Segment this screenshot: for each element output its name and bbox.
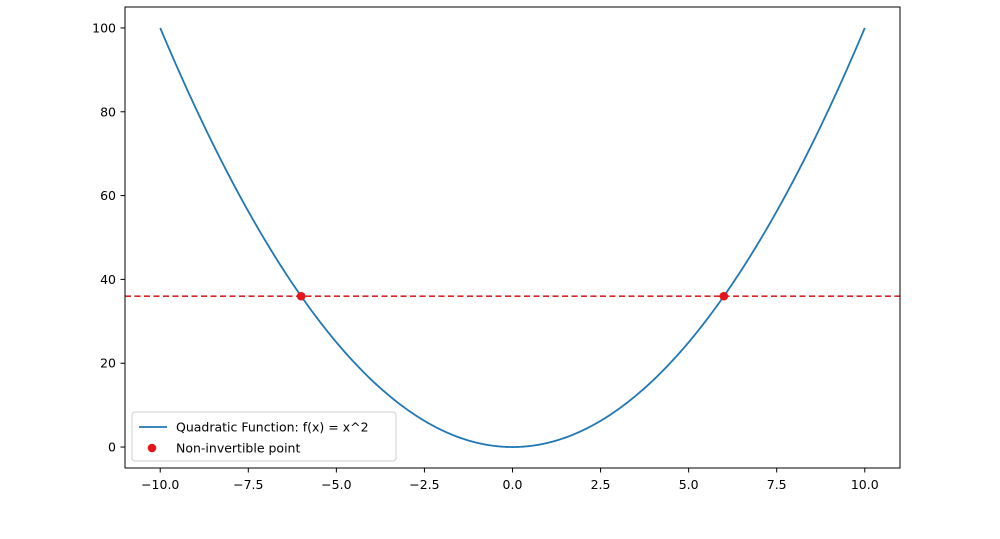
x-tick-label: 0.0 bbox=[503, 477, 523, 492]
y-tick-label: 100 bbox=[92, 20, 116, 35]
y-tick-label: 0 bbox=[108, 440, 116, 455]
plot-frame bbox=[124, 6, 901, 469]
x-tick-label: 2.5 bbox=[591, 477, 611, 492]
legend-label-quadratic: Quadratic Function: f(x) = x^2 bbox=[176, 420, 369, 435]
x-tick-label: 5.0 bbox=[679, 477, 699, 492]
y-tick-label: 80 bbox=[100, 104, 116, 119]
x-tick-label: 7.5 bbox=[767, 477, 787, 492]
plot-layer bbox=[125, 27, 900, 448]
x-tick-label: −5.0 bbox=[321, 477, 351, 492]
series-line-quadratic bbox=[159, 27, 866, 448]
legend: Quadratic Function: f(x) = x^2 Non-invert… bbox=[131, 411, 397, 462]
x-tick-label: −7.5 bbox=[233, 477, 263, 492]
legend-box bbox=[131, 411, 397, 462]
x-tick-label: −10.0 bbox=[141, 477, 179, 492]
legend-label-non-invertible: Non-invertible point bbox=[176, 441, 300, 456]
x-tick-label: −2.5 bbox=[409, 477, 439, 492]
legend-marker-swatch bbox=[147, 443, 157, 453]
scatter-point bbox=[719, 291, 729, 301]
scatter-point bbox=[296, 291, 306, 301]
y-tick-label: 20 bbox=[100, 356, 116, 371]
x-tick-label: 10.0 bbox=[851, 477, 879, 492]
y-tick-label: 40 bbox=[100, 272, 116, 287]
y-tick-label: 60 bbox=[100, 188, 116, 203]
axes-layer: −10.0 −7.5 −5.0 −2.5 0.0 2.5 5.0 7.5 10.0 0 20 40 60… bbox=[92, 6, 901, 492]
